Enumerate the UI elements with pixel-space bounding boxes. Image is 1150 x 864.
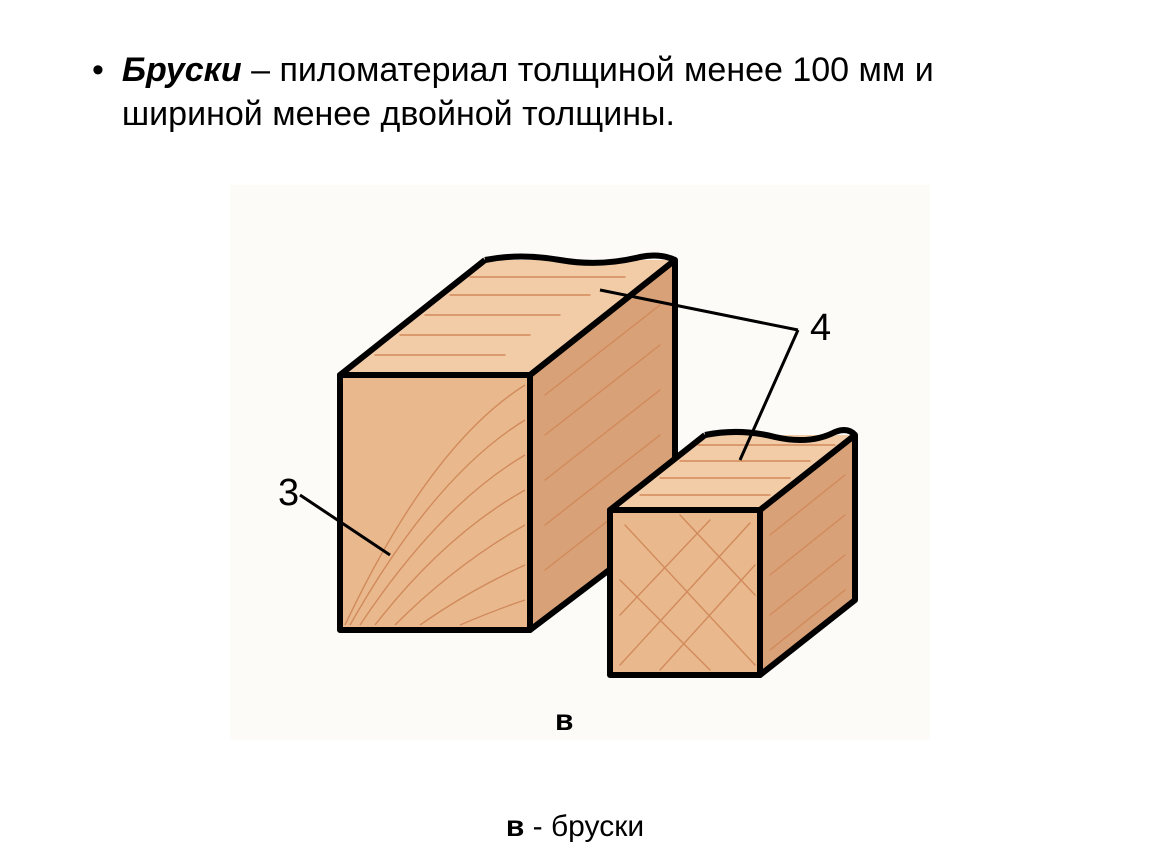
diagram-svg: 3 4 в — [230, 185, 930, 740]
large-block-front — [340, 375, 530, 630]
label-3: 3 — [278, 472, 299, 514]
term: Бруски — [122, 51, 242, 89]
caption: в - бруски — [0, 810, 1150, 844]
bullet-line: • Бруски – пиломатериал толщиной менее 1… — [92, 48, 1072, 136]
definition-text: Бруски – пиломатериал толщиной менее 100… — [122, 48, 1072, 136]
caption-letter: в — [506, 810, 524, 843]
caption-rest: - бруски — [524, 810, 644, 843]
label-4: 4 — [810, 307, 831, 349]
diagram: 3 4 в — [230, 185, 930, 740]
definition-rest: – пиломатериал толщиной менее 100 мм и ш… — [122, 51, 934, 133]
definition-block: • Бруски – пиломатериал толщиной менее 1… — [92, 48, 1072, 136]
figure-letter: в — [555, 704, 573, 737]
bullet-dot: • — [92, 48, 104, 92]
